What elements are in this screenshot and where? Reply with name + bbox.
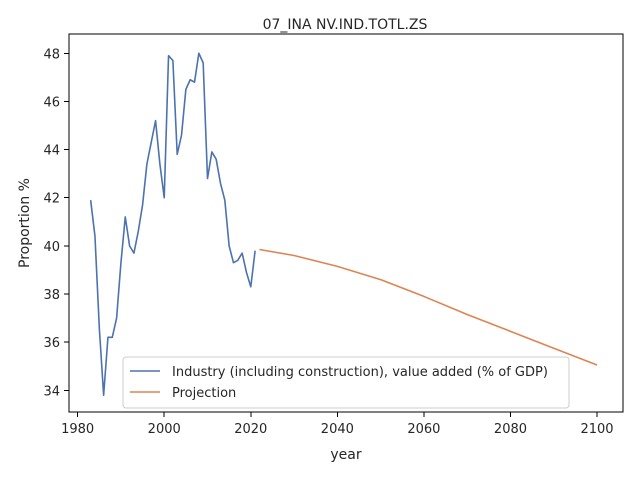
- y-axis: 34 36 38 40 42 44 46 48: [43, 47, 69, 399]
- series-line-0: [89, 52, 256, 396]
- series-line-1: [259, 248, 598, 366]
- legend: Industry (including construction), value…: [122, 356, 570, 409]
- y-tick-label: 36: [43, 336, 60, 351]
- legend-label-0: Industry (including construction), value…: [172, 365, 548, 380]
- x-tick-label: 2060: [407, 422, 440, 437]
- legend-label-1: Projection: [172, 386, 236, 401]
- x-tick-label: 2040: [321, 422, 354, 437]
- y-tick-label: 46: [43, 95, 60, 110]
- chart-title: 07_INA NV.IND.TOTL.ZS: [263, 17, 428, 33]
- x-axis: 1980 2000 2020 2040 2060 2080 2100: [61, 412, 614, 437]
- y-axis-label: Proportion %: [17, 178, 33, 268]
- plot-area: [89, 52, 598, 396]
- y-tick-label: 34: [43, 384, 60, 399]
- x-tick-label: 2020: [234, 422, 267, 437]
- axes-frame: [68, 33, 624, 413]
- x-axis-label: year: [330, 447, 361, 463]
- y-tick-label: 42: [43, 192, 60, 207]
- y-tick-label: 38: [43, 288, 60, 303]
- y-tick-label: 48: [43, 47, 60, 62]
- x-tick-label: 2100: [580, 422, 613, 437]
- x-tick-label: 1980: [61, 422, 94, 437]
- x-tick-label: 2000: [148, 422, 181, 437]
- legend-frame: [122, 356, 570, 409]
- y-tick-label: 44: [43, 144, 60, 159]
- x-tick-label: 2080: [494, 422, 527, 437]
- y-tick-label: 40: [43, 240, 60, 255]
